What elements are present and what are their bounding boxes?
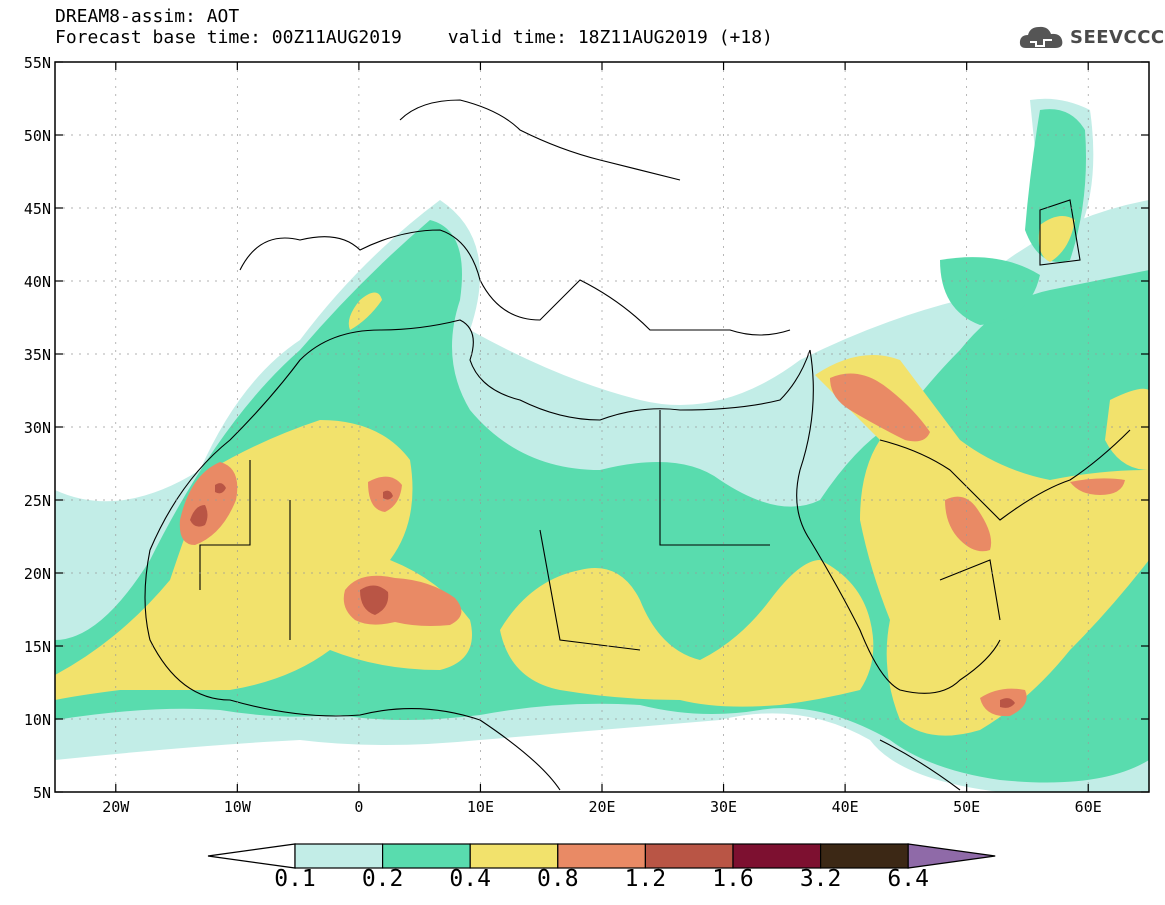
seevccc-logo: SEEVCCC [1018,22,1165,52]
colorbar-segment [732,843,822,869]
map-title: DREAM8-assim: AOT [55,6,240,27]
colorbar-segment [644,843,734,869]
lat-label: 25N [24,492,51,510]
colorbar-label: 0.4 [449,866,491,892]
cloud-icon [1019,26,1063,48]
coastlines [144,99,1131,791]
lon-label: 20W [102,798,130,816]
lat-label: 15N [24,638,51,656]
lon-label: 10W [224,798,252,816]
lon-label: 50E [953,798,980,816]
lat-label: 20N [24,565,51,583]
lon-label: 30E [710,798,737,816]
lat-label: 50N [24,127,51,145]
latitude-axis: 55N 50N 45N 40N 35N 30N 25N 20N 15N 10N 5N [24,54,1149,802]
lon-label: 20E [588,798,615,816]
colorbar-segment [557,843,646,869]
aot-layer-1-2 [190,483,1015,708]
colorbar-segment [294,843,384,869]
colorbar-label: 0.1 [274,866,316,892]
time-info: Forecast base time: 00Z11AUG2019 valid ti… [55,27,773,48]
lat-label: 30N [24,419,51,437]
valid-time: valid time: 18Z11AUG2019 (+18) [447,27,773,48]
colorbar-segment [382,843,471,869]
map-header: DREAM8-assim: AOT Forecast base time: 00… [55,6,773,48]
colorbar-segment [819,843,909,869]
logo-text: SEEVCCC [1070,26,1165,48]
colorbar-label: 6.4 [887,866,929,892]
colorbar-segment [469,843,559,869]
lon-label: 40E [832,798,859,816]
lon-label: 10E [467,798,494,816]
colorbar-over-arrow [907,843,996,869]
colorbar [207,843,996,869]
colorbar-label: 3.2 [799,866,842,892]
base-time: Forecast base time: 00Z11AUG2019 [55,27,402,48]
lon-label: 0 [354,798,363,816]
lon-label: 60E [1075,798,1102,816]
colorbar-label: 1.6 [712,866,754,892]
lat-label: 10N [24,711,51,729]
gridlines [55,62,1149,792]
lat-label: 5N [33,784,51,802]
colorbar-label: 0.2 [361,866,404,892]
lat-label: 45N [24,200,51,218]
lat-label: 55N [24,54,51,72]
lat-label: 35N [24,346,51,364]
colorbar-label: 0.8 [537,866,579,892]
colorbar-labels: 0.1 0.2 0.4 0.8 1.2 1.6 3.2 6.4 [0,866,1165,896]
longitude-axis: 20W 10W 0 10E 20E 30E 40E 50E 60E [102,62,1102,816]
colorbar-label: 1.2 [624,866,667,892]
lat-label: 40N [24,273,51,291]
colorbar-under-arrow [207,843,296,869]
